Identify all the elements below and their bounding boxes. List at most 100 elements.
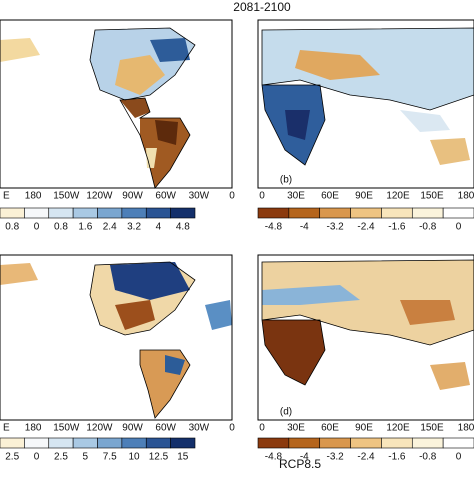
colorbar-box (97, 437, 123, 449)
land (115, 300, 155, 330)
longitude-label: 120E (386, 423, 410, 434)
land (140, 118, 190, 188)
map-panel (257, 254, 474, 421)
colorbar-box (48, 437, 74, 449)
colorbar-box (319, 437, 351, 449)
colorbar-box (121, 207, 147, 219)
land (430, 138, 470, 165)
colorbar-box (24, 207, 50, 219)
longitude-label: E (3, 423, 10, 434)
land (295, 50, 380, 80)
colorbar-label: 5 (83, 452, 89, 463)
colorbar-box (442, 207, 474, 219)
colorbar-box (381, 207, 413, 219)
longitude-label: 90E (355, 423, 373, 434)
colorbar-label: -4 (300, 222, 309, 233)
colorbar-label: 0 (34, 222, 40, 233)
panel-label: (b) (280, 175, 292, 186)
colorbar-label: 15 (177, 452, 189, 463)
map-panel (0, 19, 233, 189)
colorbar-box (411, 437, 444, 449)
colorbar-label: -4.8 (265, 222, 283, 233)
colorbar-label: -3.2 (327, 222, 345, 233)
land (285, 110, 310, 140)
longitude-label: 180 (458, 191, 474, 202)
land (205, 300, 232, 330)
longitude-label: 150E (420, 423, 444, 434)
colorbar-label: 10 (129, 452, 141, 463)
colorbar-box (411, 207, 444, 219)
colorbar-label: 3.2 (127, 222, 141, 233)
longitude-label: 90W (122, 423, 143, 434)
coastline (89, 261, 196, 419)
colorbar-label: -0.8 (419, 452, 437, 463)
colorbar-box (170, 207, 196, 219)
longitude-label: 0 (229, 191, 235, 202)
colorbar-box (121, 437, 147, 449)
map-frame (257, 19, 474, 189)
longitude-label: 120W (86, 423, 113, 434)
colorbar-label: 0 (456, 222, 462, 233)
longitude-label: 90E (355, 191, 373, 202)
colorbar-label: 2.5 (5, 452, 19, 463)
longitude-label: 30W (189, 191, 210, 202)
land (430, 362, 470, 390)
longitude-label: 150W (53, 423, 80, 434)
figure-title: 2081-2100 (233, 0, 291, 14)
colorbar-label: 0 (34, 452, 40, 463)
longitude-label: 60E (321, 191, 339, 202)
colorbar-label: -1.6 (388, 452, 406, 463)
colorbar-label: 1.6 (78, 222, 92, 233)
longitude-label: 60W (155, 423, 176, 434)
map-frame (0, 19, 233, 189)
colorbar-box (72, 437, 98, 449)
colorbar-box (48, 207, 74, 219)
colorbar-box (319, 207, 351, 219)
longitude-label: 180 (25, 191, 42, 202)
colorbar-label: 4.8 (176, 222, 190, 233)
longitude-label: 150E (420, 191, 444, 202)
land (150, 38, 190, 62)
colorbar-label: -2.4 (357, 452, 375, 463)
land (115, 55, 165, 95)
coastline (261, 259, 474, 386)
longitude-label: E (3, 191, 10, 202)
colorbar-box (257, 207, 290, 219)
colorbar-box (288, 437, 321, 449)
colorbar-box (288, 207, 321, 219)
land (400, 110, 450, 132)
colorbar-label: -1.6 (388, 222, 406, 233)
longitude-label: 30W (189, 423, 210, 434)
land (400, 300, 455, 325)
longitude-label: 30E (287, 191, 305, 202)
land (0, 38, 40, 62)
colorbar-label: 2.4 (103, 222, 117, 233)
colorbar-label: 2.5 (54, 452, 68, 463)
map-frame (257, 254, 474, 421)
colorbar-label: 4 (156, 222, 162, 233)
longitude-label: 30E (287, 423, 305, 434)
colorbar-box (0, 207, 25, 219)
colorbar-label: 12.5 (149, 452, 169, 463)
colorbar-box (145, 437, 171, 449)
colorbar-label: -4 (300, 452, 309, 463)
colorbar-label: -2.4 (357, 222, 375, 233)
longitude-label: 180 (458, 423, 474, 434)
land (110, 262, 190, 300)
land (262, 320, 325, 385)
colorbar-label: -3.2 (327, 452, 345, 463)
colorbar-box (442, 437, 474, 449)
land (165, 355, 185, 375)
longitude-label: 150W (53, 191, 80, 202)
colorbar-box (170, 437, 196, 449)
scenario-label: RCP8.5 (279, 457, 321, 471)
land (0, 263, 38, 285)
panel-label: (d) (280, 407, 292, 418)
colorbar-label: 0.8 (5, 222, 19, 233)
longitude-label: 90W (122, 191, 143, 202)
map-panel (257, 19, 474, 189)
coastline (89, 27, 196, 189)
coastline (261, 27, 474, 166)
longitude-label: 0 (259, 423, 265, 434)
